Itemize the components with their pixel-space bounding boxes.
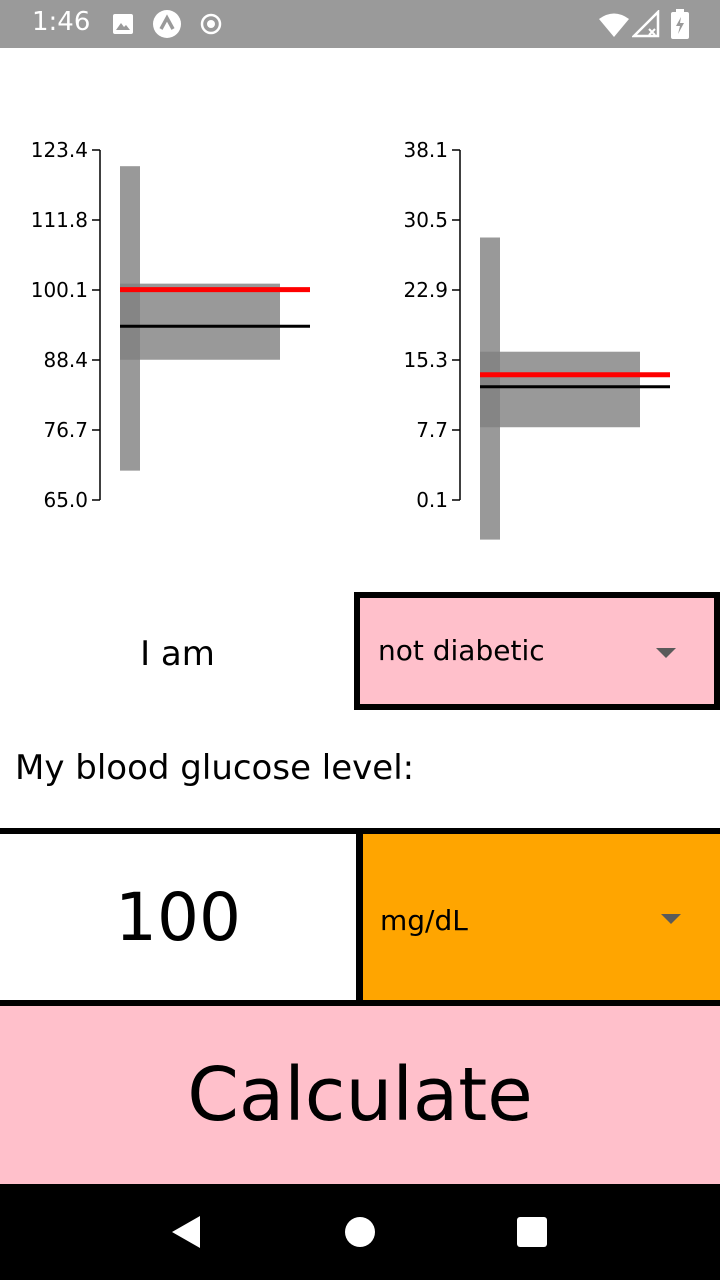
vertical-range-bar [120, 166, 140, 471]
home-icon[interactable] [344, 1216, 376, 1248]
recents-icon[interactable] [516, 1216, 548, 1248]
diabetic-status-value: not diabetic [378, 634, 545, 667]
diabetic-status-select[interactable]: not diabetic [354, 592, 720, 710]
y-tick-label: 38.1 [403, 138, 448, 162]
glucose-level-label: My blood glucose level: [15, 748, 415, 788]
back-icon[interactable] [170, 1214, 202, 1250]
record-icon [200, 13, 222, 35]
unit-select[interactable]: mg/dL [363, 834, 720, 1000]
vertical-range-bar [480, 237, 500, 540]
status-bar: 1:46 [0, 0, 720, 48]
y-tick-label: 111.8 [31, 208, 88, 232]
y-tick-label: 76.7 [43, 418, 88, 442]
battery-icon [671, 9, 689, 39]
chevron-down-icon [661, 914, 681, 924]
horizontal-range-bar [480, 351, 640, 428]
right-range-chart: 38.1 30.5 22.9 15.3 7.7 0.1 [403, 138, 670, 540]
glucose-input-row: mg/dL [0, 828, 720, 1006]
image-icon [113, 14, 133, 34]
y-tick-label: 22.9 [403, 278, 448, 302]
navigation-bar [0, 1184, 720, 1280]
i-am-label: I am [0, 600, 355, 708]
chevron-down-icon [656, 648, 676, 658]
y-tick-label: 123.4 [31, 138, 88, 162]
i-am-text: I am [140, 634, 215, 674]
y-tick-label: 15.3 [403, 348, 448, 372]
y-tick-label: 100.1 [31, 278, 88, 302]
glucose-value-input[interactable] [0, 834, 356, 1000]
left-range-chart: 123.4 111.8 100.1 88.4 76.7 65.0 [31, 138, 310, 512]
status-time: 1:46 [32, 7, 91, 37]
signal-icon [632, 10, 660, 38]
y-tick-label: 65.0 [43, 488, 88, 512]
calculate-button[interactable]: Calculate [0, 1006, 720, 1184]
y-tick-label: 88.4 [43, 348, 88, 372]
y-tick-label: 7.7 [416, 418, 448, 442]
unit-value: mg/dL [380, 904, 468, 937]
app-a-icon [153, 10, 181, 38]
y-tick-label: 30.5 [403, 208, 448, 232]
wifi-icon [599, 13, 629, 37]
horizontal-range-bar [120, 283, 280, 360]
y-tick-label: 0.1 [416, 488, 448, 512]
